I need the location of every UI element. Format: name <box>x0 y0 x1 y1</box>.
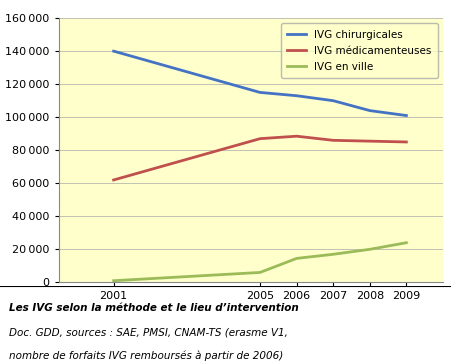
Legend: IVG chirurgicales, IVG médicamenteuses, IVG en ville: IVG chirurgicales, IVG médicamenteuses, … <box>280 23 437 78</box>
Text: nombre de forfaits IVG remboursés à partir de 2006): nombre de forfaits IVG remboursés à part… <box>9 350 283 361</box>
Text: Les IVG selon la méthode et le lieu d’intervention: Les IVG selon la méthode et le lieu d’in… <box>9 303 298 313</box>
Text: Doc. GDD, sources : SAE, PMSI, CNAM-TS (erasme V1,: Doc. GDD, sources : SAE, PMSI, CNAM-TS (… <box>9 328 287 338</box>
